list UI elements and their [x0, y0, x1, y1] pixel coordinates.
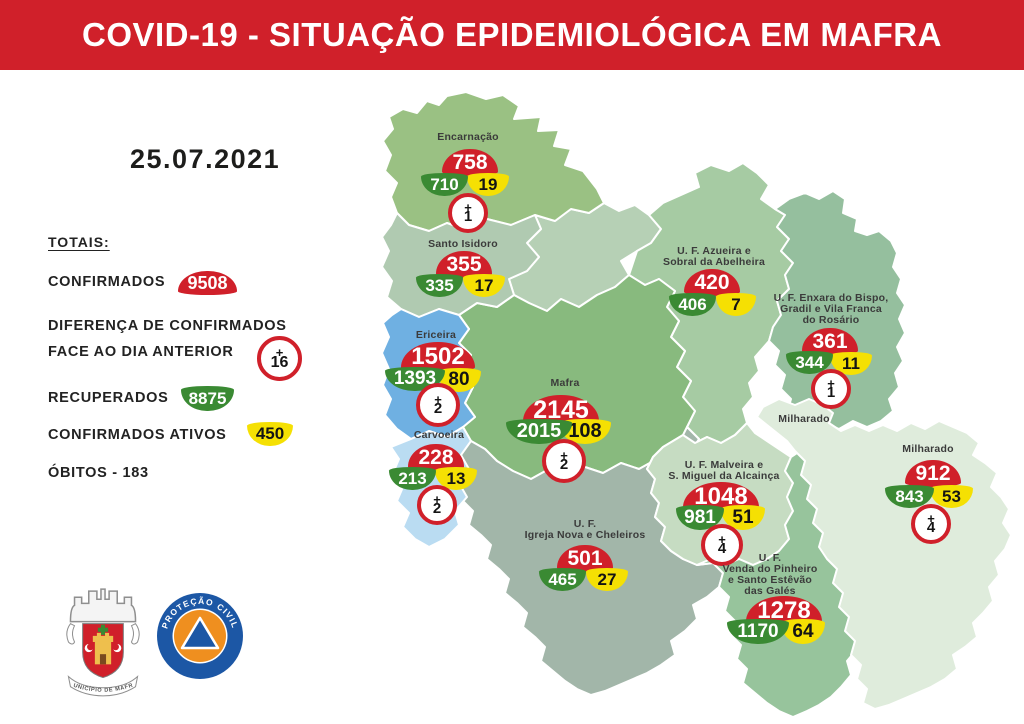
- page-title: COVID-19 - SITUAÇÃO EPIDEMIOLÓGICA EM MA…: [82, 16, 942, 53]
- daily-delta-badge: +2: [542, 439, 586, 483]
- region-label: U. F. Enxara do Bispo, Gradil e Vila Fran…: [773, 292, 889, 326]
- recovered-badge: 406: [669, 293, 716, 316]
- region-small-label: Milharado: [778, 413, 830, 425]
- daily-delta-badge: +1: [811, 369, 851, 409]
- totals-heading: TOTAIS:: [48, 234, 110, 250]
- difference-value: 16: [270, 354, 289, 372]
- active-total-label: CONFIRMADOS ATIVOS: [48, 427, 227, 443]
- recovered-badge: 344: [786, 351, 833, 374]
- region-label: U. F. Venda do Pinheiro e Santo Estêvão da…: [722, 552, 818, 597]
- confirmed-total-label: CONFIRMADOS: [48, 274, 166, 290]
- region-label: Milharado: [902, 443, 954, 455]
- plus-sign: +: [275, 345, 284, 361]
- active-badge: 11: [830, 352, 872, 375]
- mural-crown: [69, 588, 137, 623]
- active-badge: 53: [930, 485, 973, 508]
- recovered-badge: 335: [416, 274, 463, 297]
- recovered-badge: 710: [421, 173, 468, 196]
- recovered-badge: 465: [539, 568, 586, 591]
- region-label: U. F. Malveira e S. Miguel da Alcainça: [668, 459, 780, 482]
- active-badge: 27: [586, 568, 628, 591]
- active-badge: 19: [467, 173, 509, 196]
- mafra-coat-of-arms-logo: MUNICÍPIO DE MAFRA: [60, 583, 140, 697]
- deaths-label: ÓBITOS -: [48, 465, 118, 481]
- difference-total-badge: +16: [257, 336, 302, 381]
- region-label: Santo Isidoro: [428, 238, 498, 250]
- recovered-total-badge: 8875: [181, 386, 234, 411]
- scroll-left: [66, 623, 76, 645]
- castle-door: [99, 654, 107, 665]
- cross-h: [97, 627, 109, 632]
- daily-delta-badge: +2: [417, 485, 457, 525]
- recovered-badge: 213: [389, 467, 436, 490]
- castle-body: [94, 641, 112, 665]
- deaths-value: 183: [122, 465, 149, 481]
- daily-delta-badge: +4: [911, 504, 951, 544]
- difference-label-line1: DIFERENÇA DE CONFIRMADOS: [48, 318, 287, 334]
- deaths-row: ÓBITOS - 183: [48, 465, 149, 481]
- crescent-left-cut: [87, 643, 94, 651]
- region-label: U. F. Azueira e Sobral da Abelheira: [662, 245, 766, 268]
- crescent-right-cut: [112, 643, 119, 651]
- confirmed-badge: 228: [408, 444, 464, 471]
- recovered-badge: 981: [676, 505, 724, 530]
- region-label: Carvoeira: [413, 429, 465, 441]
- ribbon: [67, 675, 139, 697]
- triangle: [180, 616, 220, 650]
- active-badge: 13: [435, 467, 477, 490]
- recovered-badge: 843: [885, 485, 934, 508]
- region-label: Encarnação: [437, 131, 499, 143]
- protecao-civil-logo: PROTEÇÃO CIVIL MAFRA: [157, 593, 243, 679]
- report-date: 25.07.2021: [130, 144, 281, 174]
- region-label: Mafra: [550, 377, 580, 389]
- active-badge: 7: [716, 293, 756, 316]
- active-badge: 17: [463, 274, 505, 297]
- difference-label-line2: FACE AO DIA ANTERIOR: [48, 344, 234, 360]
- daily-delta-badge: +2: [416, 383, 460, 427]
- region-label: Ericeira: [415, 329, 457, 341]
- header-bar: COVID-19 - SITUAÇÃO EPIDEMIOLÓGICA EM MA…: [0, 0, 1024, 70]
- recovered-total-label: RECUPERADOS: [48, 390, 169, 406]
- daily-delta-badge: +4: [701, 524, 743, 566]
- daily-delta-badge: +1: [448, 193, 488, 233]
- castle-battlements: [92, 632, 114, 642]
- confirmed-total-badge: 9508: [178, 271, 237, 295]
- region-label: U. F. Igreja Nova e Cheleiros: [524, 518, 646, 541]
- scroll-right: [130, 623, 140, 645]
